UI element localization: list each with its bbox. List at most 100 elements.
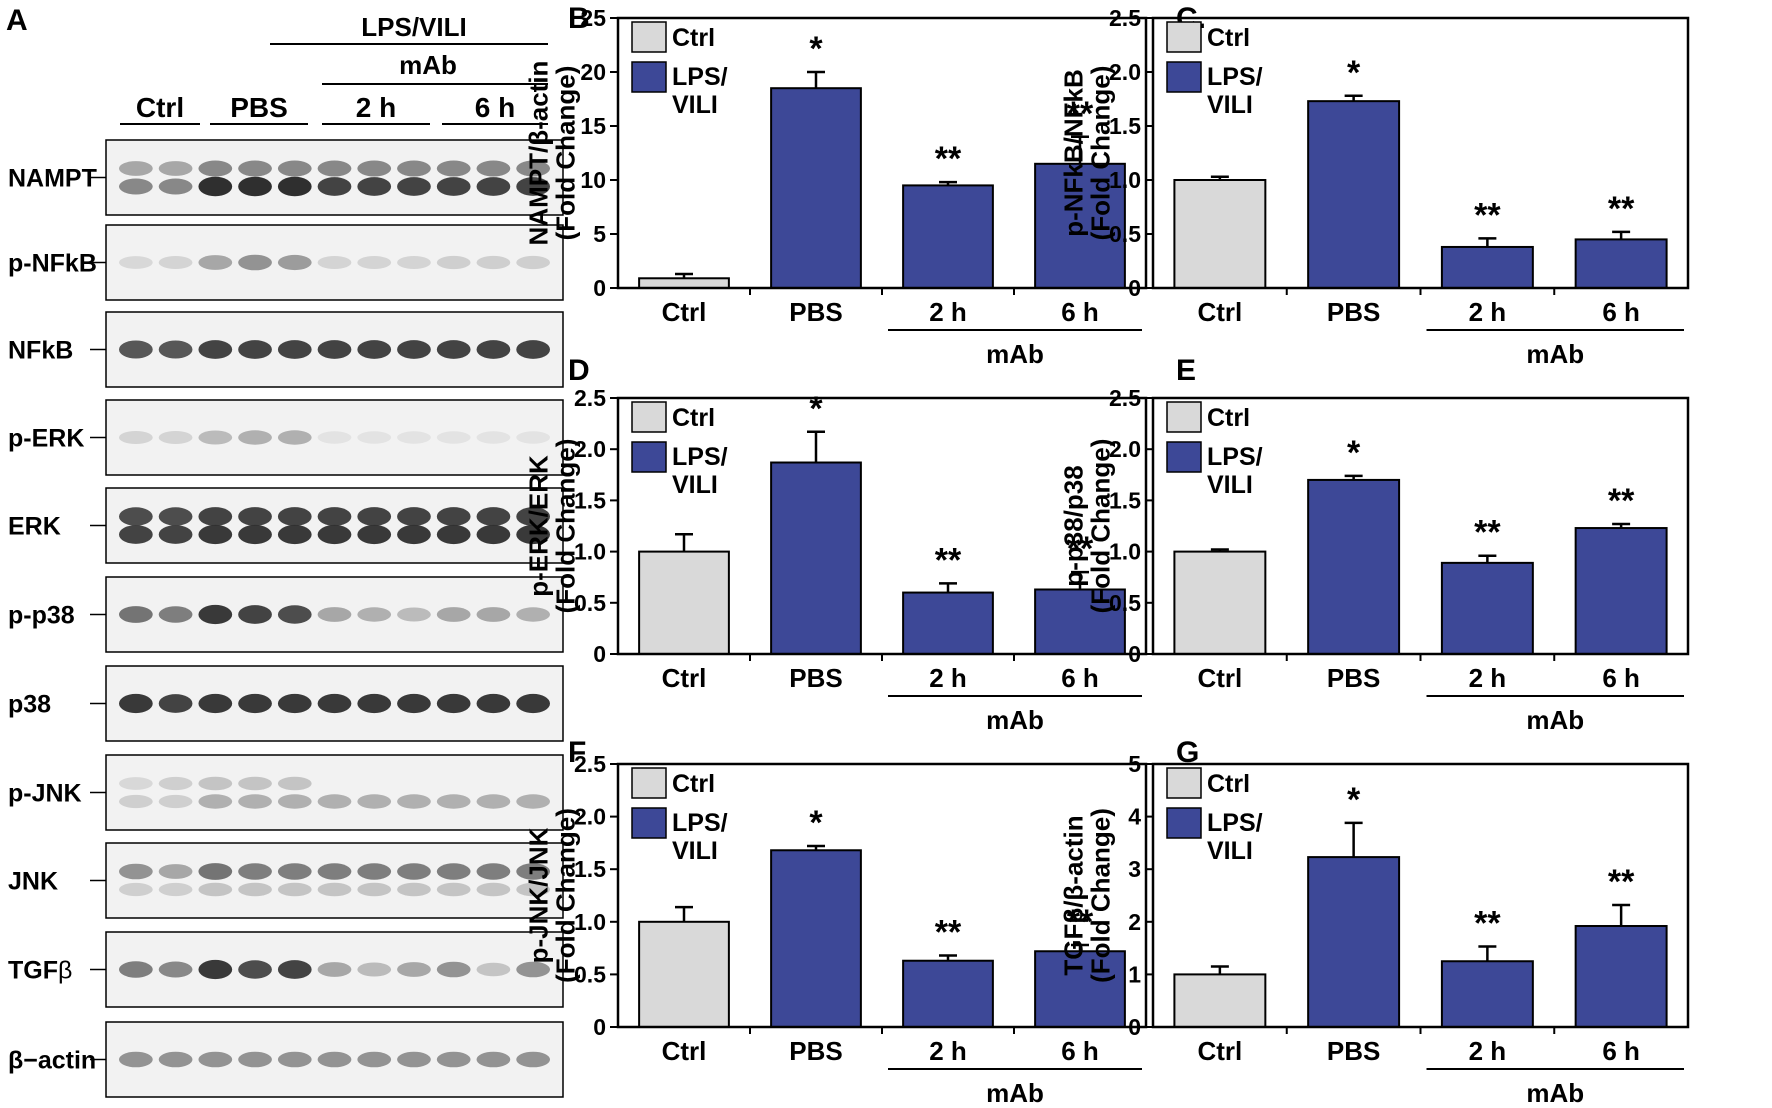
blot-band bbox=[516, 863, 550, 880]
blot-band bbox=[436, 794, 471, 809]
blot-row: p-JNK bbox=[8, 754, 564, 831]
significance-marker: * bbox=[1347, 434, 1361, 472]
blot-band bbox=[158, 178, 193, 195]
blot-band bbox=[317, 693, 352, 714]
bar bbox=[1574, 238, 1668, 289]
y-tick-label: 1.5 bbox=[1109, 487, 1141, 513]
blot-row: ERK bbox=[8, 487, 564, 564]
y-tick-label: 3 bbox=[1128, 856, 1141, 882]
y-axis-label: TGFβ/β-actin(Fold Change) bbox=[1058, 808, 1115, 983]
legend-swatch-lps-vili bbox=[631, 807, 667, 839]
significance-marker: ** bbox=[935, 541, 962, 579]
category-label: 6 h bbox=[1602, 297, 1640, 327]
legend-label: LPS/ bbox=[672, 443, 728, 471]
blot-band bbox=[119, 606, 153, 623]
y-axis-label-line: TGFβ/β-actin bbox=[1058, 815, 1088, 975]
blot-label: p-NFkB bbox=[8, 250, 97, 278]
blot-band bbox=[317, 962, 352, 977]
y-tick-label: 1.0 bbox=[574, 539, 606, 565]
y-tick-label: 2.5 bbox=[574, 751, 606, 777]
y-tick-label: 2.0 bbox=[1109, 59, 1141, 85]
legend-label: LPS/ bbox=[672, 63, 728, 91]
y-tick-label: 0.5 bbox=[1109, 590, 1141, 616]
legend-label: LPS/ bbox=[1207, 63, 1263, 91]
category-label: 2 h bbox=[929, 663, 967, 693]
blot-band bbox=[397, 256, 431, 269]
legend-swatch-lps-vili bbox=[631, 441, 667, 473]
blot-band bbox=[357, 693, 392, 714]
blot-band bbox=[357, 607, 392, 622]
blot-band bbox=[476, 431, 511, 444]
blot-band bbox=[436, 1051, 471, 1068]
group-label: mAb bbox=[1526, 1078, 1584, 1108]
bar bbox=[902, 591, 994, 655]
y-tick-label: 2.5 bbox=[1109, 385, 1141, 411]
category-label: Ctrl bbox=[1197, 663, 1242, 693]
bar bbox=[1307, 100, 1401, 289]
blot-band bbox=[317, 882, 352, 897]
blot-band bbox=[238, 1051, 272, 1068]
y-tick-label: 0 bbox=[593, 641, 606, 667]
legend-swatch-ctrl bbox=[631, 767, 667, 799]
blot-band bbox=[516, 524, 550, 545]
blot-band bbox=[238, 160, 272, 177]
significance-marker: ** bbox=[1474, 514, 1501, 552]
blot-band bbox=[119, 1051, 153, 1068]
y-axis-label-line: (Fold Change) bbox=[1086, 439, 1116, 614]
blot-band bbox=[476, 962, 511, 977]
blot-label-text: p38 bbox=[8, 691, 51, 719]
blot-band bbox=[158, 1051, 193, 1068]
y-tick-label: 0 bbox=[593, 1014, 606, 1040]
y-axis-label-line: NAMPT/β-actin bbox=[523, 61, 553, 246]
significance-marker: ** bbox=[1067, 530, 1094, 568]
bar bbox=[1574, 925, 1668, 1028]
blot-band bbox=[397, 607, 431, 622]
blot-band bbox=[119, 256, 153, 269]
legend-label: LPS/ bbox=[1207, 809, 1263, 837]
blot-band bbox=[158, 864, 193, 879]
category-label: 2 h bbox=[1469, 663, 1507, 693]
blot-band bbox=[476, 607, 511, 622]
legend-label: LPS/ bbox=[1207, 443, 1263, 471]
y-axis-label-line: (Fold Change) bbox=[1086, 66, 1116, 241]
blot-band bbox=[277, 776, 312, 791]
blot-row: TGFβ bbox=[8, 931, 564, 1008]
blot-band bbox=[357, 507, 392, 526]
blot-band bbox=[238, 254, 272, 271]
y-tick-label: 15 bbox=[580, 113, 606, 139]
blot-band bbox=[516, 882, 550, 897]
blot-band bbox=[516, 255, 550, 270]
y-tick-label: 2 bbox=[1128, 909, 1141, 935]
blot-band bbox=[158, 794, 193, 809]
blot-band bbox=[198, 524, 233, 545]
category-label: PBS bbox=[1327, 663, 1380, 693]
blot-band bbox=[277, 794, 312, 809]
lane-group-label: PBS bbox=[230, 92, 288, 123]
bar bbox=[1173, 973, 1267, 1029]
category-label: Ctrl bbox=[1197, 297, 1242, 327]
blot-band bbox=[198, 604, 233, 625]
bar bbox=[1034, 588, 1126, 655]
blot-band bbox=[119, 178, 153, 195]
blot-label: NFkB bbox=[8, 337, 73, 365]
blot-band bbox=[357, 962, 392, 977]
blot-band bbox=[198, 882, 233, 897]
blot-band bbox=[357, 882, 392, 897]
blot-band bbox=[436, 693, 471, 714]
category-label: PBS bbox=[789, 297, 842, 327]
significance-marker: * bbox=[1347, 54, 1361, 92]
plot-frame bbox=[1151, 16, 1690, 290]
y-tick-label: 1.0 bbox=[1109, 167, 1141, 193]
bar bbox=[1307, 478, 1401, 656]
bar bbox=[770, 461, 862, 655]
legend-swatch-ctrl bbox=[631, 21, 667, 53]
group-label: mAb bbox=[986, 339, 1044, 369]
blot-band bbox=[277, 1051, 312, 1068]
blot-band bbox=[397, 431, 431, 444]
category-label: 6 h bbox=[1061, 297, 1099, 327]
blot-band bbox=[158, 507, 193, 526]
legend-swatch-lps-vili bbox=[1166, 807, 1202, 839]
legend-swatch-ctrl bbox=[1166, 401, 1202, 433]
blot-band bbox=[397, 524, 431, 545]
